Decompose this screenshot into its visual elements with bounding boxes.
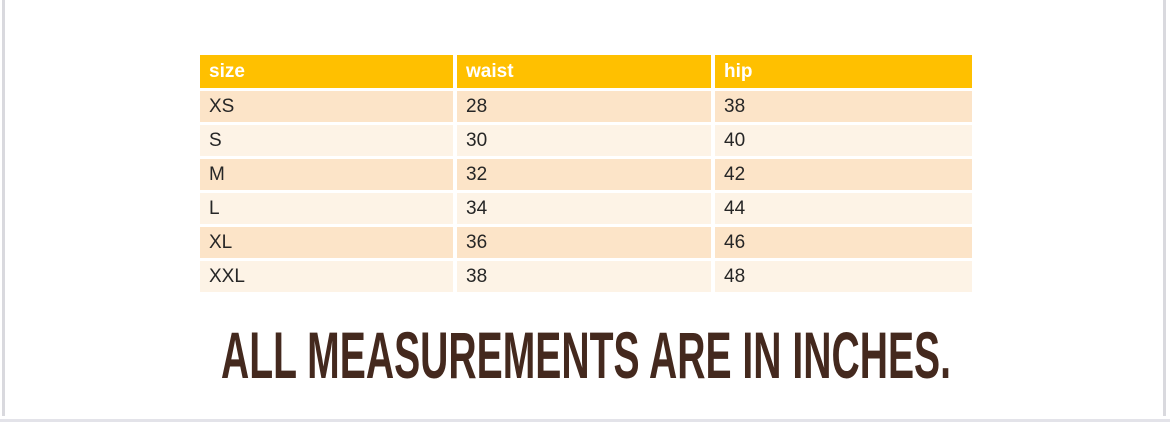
size-chart-table: size waist hip XS 28 38 S 30 40 M 32 42 … xyxy=(200,55,972,292)
cell-hip: 38 xyxy=(715,91,972,122)
window-bottom-edge xyxy=(0,419,1170,422)
cell-size: L xyxy=(200,193,453,224)
measurements-note-text: ALL MEASUREMENTS ARE IN INCHES. xyxy=(221,320,951,384)
cell-hip: 48 xyxy=(715,261,972,292)
cell-size: XS xyxy=(200,91,453,122)
window-right-edge xyxy=(1163,0,1166,416)
cell-waist: 30 xyxy=(457,125,711,156)
cell-waist: 28 xyxy=(457,91,711,122)
cell-waist: 36 xyxy=(457,227,711,258)
cell-hip: 42 xyxy=(715,159,972,190)
cell-size: S xyxy=(200,125,453,156)
cell-hip: 40 xyxy=(715,125,972,156)
cell-waist: 32 xyxy=(457,159,711,190)
cell-size: XL xyxy=(200,227,453,258)
column-header-waist: waist xyxy=(457,55,711,88)
cell-hip: 46 xyxy=(715,227,972,258)
window-left-edge xyxy=(2,0,5,416)
cell-waist: 34 xyxy=(457,193,711,224)
column-header-size: size xyxy=(200,55,453,88)
cell-size: M xyxy=(200,159,453,190)
cell-waist: 38 xyxy=(457,261,711,292)
column-header-hip: hip xyxy=(715,55,972,88)
measurements-note: ALL MEASUREMENTS ARE IN INCHES. xyxy=(221,320,951,384)
cell-hip: 44 xyxy=(715,193,972,224)
cell-size: XXL xyxy=(200,261,453,292)
